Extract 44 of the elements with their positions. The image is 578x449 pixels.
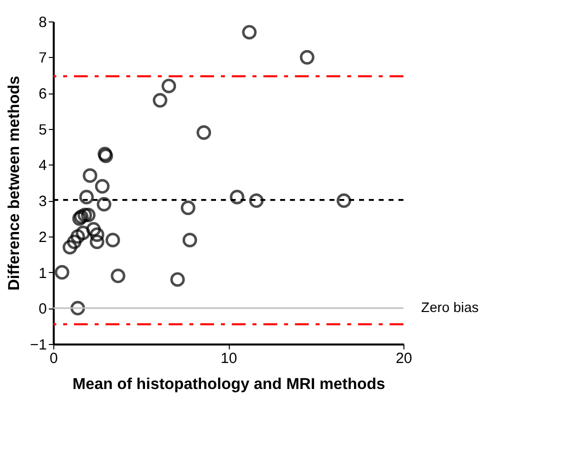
y-tick-label: 3 xyxy=(38,194,47,210)
point xyxy=(180,200,196,216)
point xyxy=(249,193,264,208)
y-tick-label: 5 xyxy=(38,122,47,138)
x-tick-label: 0 xyxy=(50,351,58,368)
point xyxy=(90,227,104,242)
point xyxy=(86,222,101,237)
point xyxy=(96,196,112,212)
point xyxy=(196,125,212,140)
point xyxy=(78,208,92,222)
y-tick-label: 1 xyxy=(38,266,47,282)
y-tick-label: 2 xyxy=(38,230,47,246)
point xyxy=(70,229,86,244)
point xyxy=(82,168,98,183)
point xyxy=(242,24,257,40)
point xyxy=(95,179,110,194)
y-tick-label: 8 xyxy=(38,14,47,31)
point xyxy=(152,93,168,108)
point xyxy=(230,190,244,204)
y-tick-label: 7 xyxy=(38,50,47,67)
y-axis-title: Difference between methods xyxy=(6,76,24,291)
y-tick-label: 6 xyxy=(38,86,47,103)
x-tick-label: 20 xyxy=(396,351,412,368)
point xyxy=(66,234,82,250)
y-tick-label: 4 xyxy=(38,158,47,174)
y-tick-label: −1 xyxy=(30,337,47,354)
point xyxy=(182,232,198,248)
point xyxy=(336,193,352,208)
point xyxy=(62,240,78,255)
point xyxy=(110,268,126,284)
point xyxy=(81,208,96,222)
point xyxy=(170,272,185,287)
point xyxy=(79,190,94,204)
point xyxy=(162,78,176,94)
x-axis-title: Mean of histopathology and MRI methods xyxy=(72,376,386,393)
point xyxy=(106,232,120,248)
point xyxy=(70,300,86,316)
point xyxy=(54,265,70,280)
ref-line-label: Zero bias xyxy=(421,300,479,316)
point xyxy=(76,226,90,240)
point xyxy=(300,50,314,65)
x-tick-label: 10 xyxy=(220,351,238,368)
point xyxy=(90,234,104,250)
y-tick-label: 0 xyxy=(38,302,47,318)
